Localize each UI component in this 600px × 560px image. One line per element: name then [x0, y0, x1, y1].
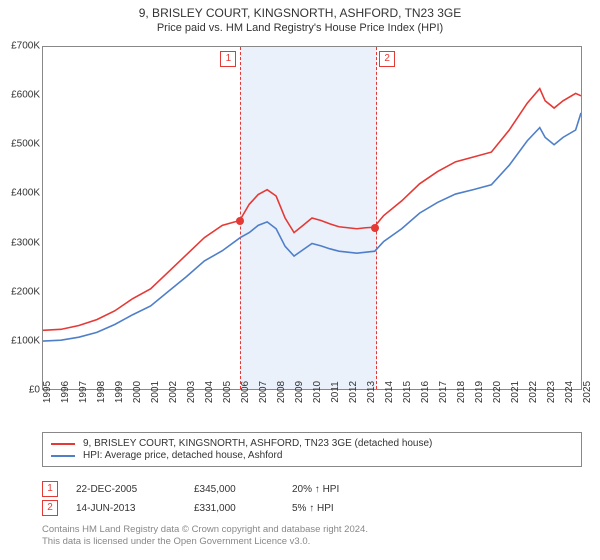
xtick-label: 2023: [546, 381, 557, 403]
sale-dot-2: [371, 224, 379, 232]
xtick-label: 2003: [186, 381, 197, 403]
xtick-label: 2011: [330, 381, 341, 403]
title-block: 9, BRISLEY COURT, KINGSNORTH, ASHFORD, T…: [0, 0, 600, 36]
ytick-label: £500K: [11, 139, 40, 150]
xtick-label: 2007: [258, 381, 269, 403]
xtick-label: 2013: [366, 381, 377, 403]
xtick-label: 2014: [384, 381, 395, 403]
xtick-label: 2018: [456, 381, 467, 403]
ytick-label: £600K: [11, 90, 40, 101]
xtick-label: 2005: [222, 381, 233, 403]
legend-row-2: HPI: Average price, detached house, Ashf…: [51, 450, 573, 461]
footer-attribution: Contains HM Land Registry data © Crown c…: [42, 524, 582, 549]
xtick-label: 2021: [510, 381, 521, 403]
xtick-label: 1995: [42, 381, 53, 403]
sale-marker-1: 1: [42, 481, 58, 497]
sales-row-1: 1 22-DEC-2005 £345,000 20% ↑ HPI: [42, 481, 582, 497]
sale-marker-2: 2: [42, 500, 58, 516]
legend-box: 9, BRISLEY COURT, KINGSNORTH, ASHFORD, T…: [42, 432, 582, 467]
line-blue: [43, 113, 581, 341]
xtick-label: 2001: [150, 381, 161, 403]
xtick-label: 2024: [564, 381, 575, 403]
legend-swatch-2: [51, 455, 75, 457]
xtick-label: 2025: [582, 381, 593, 403]
sale-dot-1: [236, 217, 244, 225]
footer-line2: This data is licensed under the Open Gov…: [42, 536, 582, 548]
xtick-label: 2022: [528, 381, 539, 403]
xtick-label: 2008: [276, 381, 287, 403]
chart-plot-area: 1 2: [42, 46, 582, 390]
sales-row-2: 2 14-JUN-2013 £331,000 5% ↑ HPI: [42, 500, 582, 516]
xtick-label: 2020: [492, 381, 503, 403]
sale-price-1: £345,000: [194, 484, 274, 495]
xtick-label: 1997: [78, 381, 89, 403]
sale-hpi-2: 5% ↑ HPI: [292, 503, 372, 514]
xtick-label: 1999: [114, 381, 125, 403]
title-line2: Price paid vs. HM Land Registry's House …: [0, 22, 600, 34]
legend-label-1: 9, BRISLEY COURT, KINGSNORTH, ASHFORD, T…: [83, 438, 432, 449]
title-line1: 9, BRISLEY COURT, KINGSNORTH, ASHFORD, T…: [0, 6, 600, 20]
xtick-label: 1996: [60, 381, 71, 403]
line-red: [43, 89, 581, 331]
legend-row-1: 9, BRISLEY COURT, KINGSNORTH, ASHFORD, T…: [51, 438, 573, 449]
xtick-label: 2010: [312, 381, 323, 403]
xtick-label: 2015: [402, 381, 413, 403]
chart-lines-svg: [43, 47, 581, 389]
sale-price-2: £331,000: [194, 503, 274, 514]
ytick-label: £200K: [11, 286, 40, 297]
xtick-label: 2000: [132, 381, 143, 403]
footer-line1: Contains HM Land Registry data © Crown c…: [42, 524, 582, 536]
ytick-label: £0: [29, 385, 40, 396]
xtick-label: 2002: [168, 381, 179, 403]
legend-swatch-1: [51, 443, 75, 445]
ytick-label: £700K: [11, 41, 40, 52]
sale-date-2: 14-JUN-2013: [76, 503, 176, 514]
chart-container: 9, BRISLEY COURT, KINGSNORTH, ASHFORD, T…: [0, 0, 600, 560]
xtick-label: 2012: [348, 381, 359, 403]
xtick-label: 2006: [240, 381, 251, 403]
ytick-label: £300K: [11, 237, 40, 248]
ytick-label: £400K: [11, 188, 40, 199]
xtick-label: 2017: [438, 381, 449, 403]
sale-hpi-1: 20% ↑ HPI: [292, 484, 372, 495]
ytick-label: £100K: [11, 335, 40, 346]
sale-date-1: 22-DEC-2005: [76, 484, 176, 495]
xtick-label: 2009: [294, 381, 305, 403]
legend-label-2: HPI: Average price, detached house, Ashf…: [83, 450, 282, 461]
xtick-label: 1998: [96, 381, 107, 403]
xtick-label: 2019: [474, 381, 485, 403]
sales-table: 1 22-DEC-2005 £345,000 20% ↑ HPI 2 14-JU…: [42, 478, 582, 519]
xtick-label: 2016: [420, 381, 431, 403]
xtick-label: 2004: [204, 381, 215, 403]
